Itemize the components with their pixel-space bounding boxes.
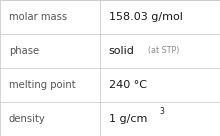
Text: melting point: melting point — [9, 80, 75, 90]
Text: phase: phase — [9, 46, 39, 56]
Bar — [100, 34, 220, 68]
Text: solid: solid — [109, 46, 135, 56]
Text: 240 °C: 240 °C — [109, 80, 147, 90]
Bar — [0, 0, 100, 34]
Text: 158.03 g/mol: 158.03 g/mol — [109, 12, 183, 22]
Text: 1 g/cm: 1 g/cm — [109, 114, 147, 124]
Bar — [0, 102, 100, 136]
Bar — [100, 0, 220, 34]
Bar — [0, 68, 100, 102]
Bar — [100, 102, 220, 136]
Bar — [0, 34, 100, 68]
Text: density: density — [9, 114, 46, 124]
Text: (at STP): (at STP) — [148, 47, 179, 55]
Text: molar mass: molar mass — [9, 12, 67, 22]
Bar — [100, 68, 220, 102]
Text: 3: 3 — [160, 107, 164, 116]
